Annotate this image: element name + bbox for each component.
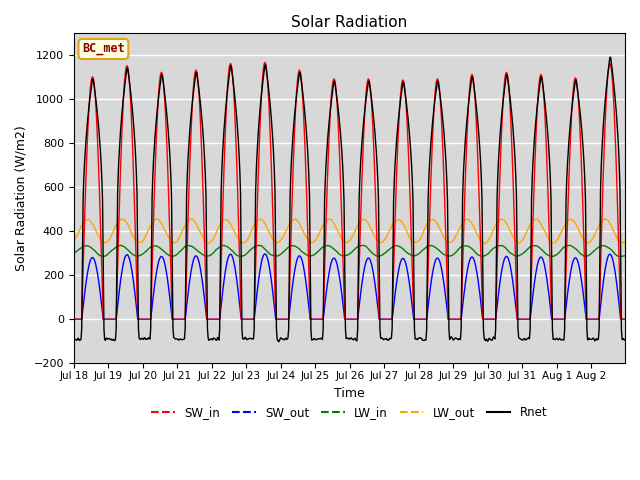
Title: Solar Radiation: Solar Radiation: [291, 15, 408, 30]
Text: BC_met: BC_met: [82, 43, 125, 56]
Legend: SW_in, SW_out, LW_in, LW_out, Rnet: SW_in, SW_out, LW_in, LW_out, Rnet: [147, 401, 552, 424]
X-axis label: Time: Time: [334, 386, 365, 399]
Y-axis label: Solar Radiation (W/m2): Solar Radiation (W/m2): [15, 125, 28, 271]
